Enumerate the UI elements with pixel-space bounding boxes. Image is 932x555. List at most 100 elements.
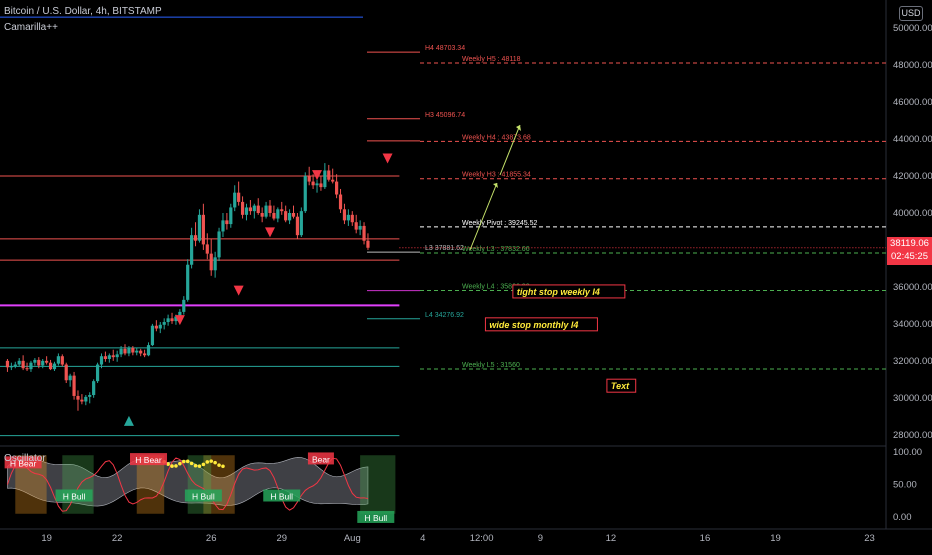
candle-body[interactable] [92,381,96,396]
candle-body[interactable] [29,362,33,370]
candle-body[interactable] [115,354,119,358]
candle-body[interactable] [311,181,315,186]
candle-body[interactable] [21,360,25,369]
candle-body[interactable] [162,322,166,325]
candle-body[interactable] [237,192,241,202]
candle-body[interactable] [221,220,225,232]
annotation-box[interactable] [512,284,626,299]
candle-body[interactable] [56,356,60,364]
candle-body[interactable] [131,347,135,353]
candle-body[interactable] [119,348,123,355]
annotation-box[interactable] [484,317,598,332]
candle-body[interactable] [240,201,245,215]
candle-body[interactable] [186,264,190,300]
candle-body[interactable] [248,207,252,212]
candle-body[interactable] [25,368,29,370]
currency-button[interactable]: USD [899,6,923,21]
candle-body[interactable] [299,211,303,236]
candle-body[interactable] [342,209,347,221]
indicator-label[interactable]: Camarilla++ [4,22,58,33]
candle-body[interactable] [354,222,358,230]
candle-body[interactable] [287,212,292,221]
candle-body[interactable] [41,360,45,366]
candle-body[interactable] [303,176,307,212]
candle-body[interactable] [315,183,319,186]
candle-body[interactable] [284,211,288,221]
candle-body[interactable] [33,359,37,363]
candle-body[interactable] [76,395,80,400]
candle-body[interactable] [319,183,323,188]
candle-body[interactable] [154,325,158,329]
candle-body[interactable] [182,299,186,312]
candle-body[interactable] [52,363,57,370]
candle-body[interactable] [37,359,41,366]
symbol-title[interactable]: Bitcoin / U.S. Dollar, 4h, BITSTAMP [4,6,162,17]
candle-body[interactable] [366,240,370,248]
candle-body[interactable] [5,360,10,368]
candle-body[interactable] [166,318,170,323]
candle-body[interactable] [13,364,17,367]
candle-body[interactable] [60,356,64,365]
candle-body[interactable] [178,311,182,317]
candle-body[interactable] [158,324,162,329]
candle-body[interactable] [107,355,111,359]
candle-body[interactable] [252,205,256,212]
candle-body[interactable] [139,350,143,354]
candle-body[interactable] [233,192,237,208]
candle-body[interactable] [193,235,198,241]
candle-body[interactable] [88,395,92,397]
candle-body[interactable] [209,253,213,271]
candle-body[interactable] [135,350,139,353]
candle-body[interactable] [323,170,327,188]
candle-body[interactable] [123,348,127,354]
candle-body[interactable] [268,205,272,213]
candle-body[interactable] [338,194,343,210]
candle-body[interactable] [244,207,249,215]
candle-body[interactable] [291,212,296,217]
candle-body[interactable] [48,362,53,370]
candle-body[interactable] [358,225,362,230]
candle-body[interactable] [327,170,331,180]
candle-body[interactable] [362,225,366,241]
candle-body[interactable] [17,360,21,365]
candle-body[interactable] [350,214,354,223]
candle-body[interactable] [45,360,49,363]
candle-body[interactable] [68,375,72,381]
candle-body[interactable] [150,325,155,346]
candle-body[interactable] [225,220,229,225]
candle-body[interactable] [170,318,174,322]
candle-body[interactable] [95,364,100,382]
candle-body[interactable] [99,356,104,365]
candle-body[interactable] [307,176,311,182]
candle-body[interactable] [331,179,335,182]
candle-body[interactable] [142,353,147,356]
candle-body[interactable] [190,235,194,265]
candle-body[interactable] [111,355,115,358]
candle-body[interactable] [9,366,13,368]
candle-body[interactable] [256,205,260,213]
candle-body[interactable] [205,244,209,254]
candle-body[interactable] [146,345,151,356]
oscillator-title[interactable]: Oscillator [4,453,46,464]
candle-body[interactable] [201,214,205,245]
candle-body[interactable] [335,181,339,195]
candle-body[interactable] [72,375,76,396]
candle-body[interactable] [295,216,300,236]
candle-body[interactable] [197,214,202,241]
candle-body[interactable] [213,257,217,271]
candle-body[interactable] [280,209,284,212]
candle-body[interactable] [346,214,350,221]
candle-body[interactable] [80,399,84,402]
candle-body[interactable] [103,356,108,359]
candle-body[interactable] [217,231,221,258]
candle-body[interactable] [127,347,131,354]
candle-body[interactable] [264,205,268,217]
candle-body[interactable] [276,209,280,219]
candle-body[interactable] [64,364,68,381]
candle-body[interactable] [84,396,88,402]
candle-body[interactable] [260,212,264,217]
candle-body[interactable] [229,207,233,225]
annotation-box[interactable] [606,378,637,393]
